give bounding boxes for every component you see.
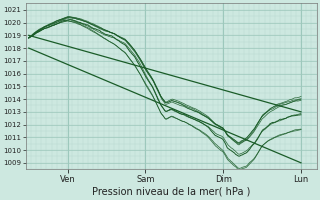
X-axis label: Pression niveau de la mer( hPa ): Pression niveau de la mer( hPa )	[92, 187, 250, 197]
